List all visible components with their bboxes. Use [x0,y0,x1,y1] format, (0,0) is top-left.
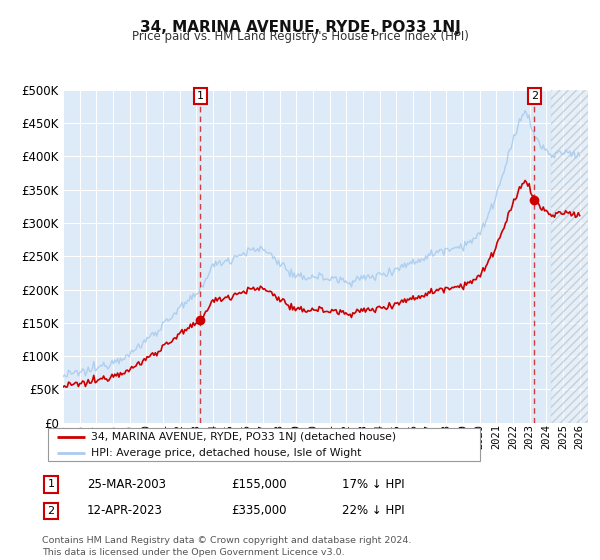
Text: 12-APR-2023: 12-APR-2023 [87,504,163,517]
Text: 1: 1 [47,479,55,489]
Text: 2: 2 [531,91,538,101]
Text: HPI: Average price, detached house, Isle of Wight: HPI: Average price, detached house, Isle… [91,447,362,458]
Text: Contains HM Land Registry data © Crown copyright and database right 2024.
This d: Contains HM Land Registry data © Crown c… [42,536,412,557]
Text: 25-MAR-2003: 25-MAR-2003 [87,478,166,491]
Text: 34, MARINA AVENUE, RYDE, PO33 1NJ: 34, MARINA AVENUE, RYDE, PO33 1NJ [140,20,460,35]
Text: 34, MARINA AVENUE, RYDE, PO33 1NJ (detached house): 34, MARINA AVENUE, RYDE, PO33 1NJ (detac… [91,432,397,442]
Text: 2: 2 [47,506,55,516]
Text: 17% ↓ HPI: 17% ↓ HPI [342,478,404,491]
Text: 22% ↓ HPI: 22% ↓ HPI [342,504,404,517]
Text: Price paid vs. HM Land Registry's House Price Index (HPI): Price paid vs. HM Land Registry's House … [131,30,469,43]
FancyBboxPatch shape [48,428,479,461]
Text: 1: 1 [197,91,203,101]
Bar [551,90,588,423]
Polygon shape [551,90,588,423]
Text: £155,000: £155,000 [231,478,287,491]
Text: £335,000: £335,000 [231,504,287,517]
